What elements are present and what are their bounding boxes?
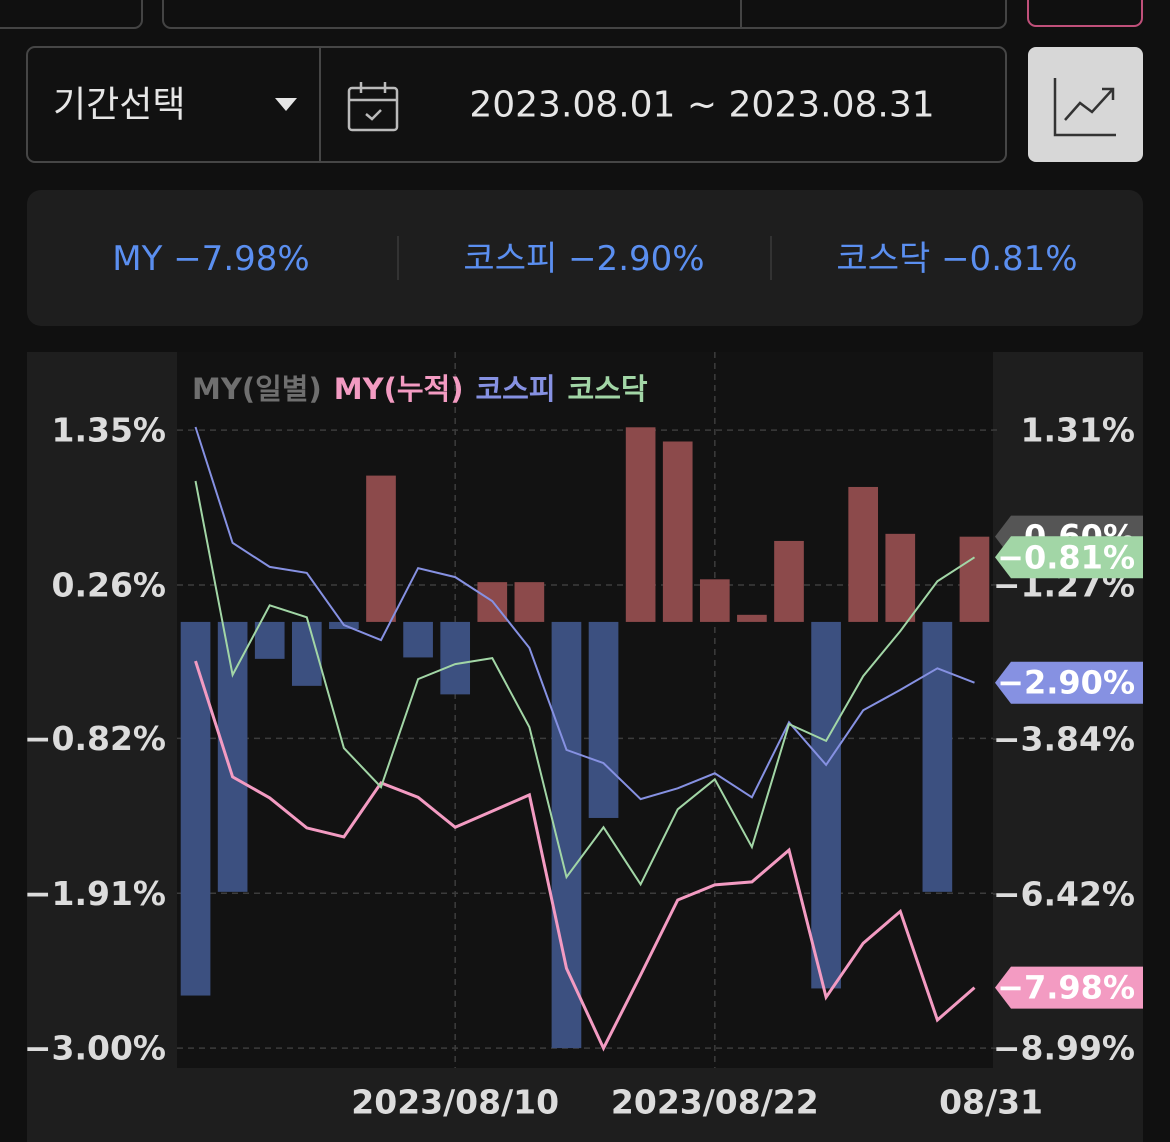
legend-entry: 코스피 [475,372,555,406]
bar [440,621,471,695]
chart-icon [1053,78,1116,137]
bar [922,621,953,892]
period-dropdown[interactable]: 기간선택 [53,85,297,126]
bar [403,621,433,658]
bar [699,579,730,622]
top-control[interactable] [0,0,143,29]
bar [848,486,879,622]
bar [625,427,656,622]
value-tag [995,536,1143,579]
value-label: −0.81% [997,538,1135,576]
bar [366,475,396,622]
y2-tick-label: −3.84% [993,720,1135,759]
bar [662,441,693,622]
bar [514,582,545,622]
calendar-icon [347,82,399,132]
y-tick-label: −3.00% [24,1029,166,1068]
dropdown-arrow [275,98,297,111]
legend-entry: 코스닥 [568,372,648,406]
summary-kospi: 코스피 −2.90% [463,239,704,279]
summary-kosdaq: 코스닥 −0.81% [836,239,1077,279]
x-tick-label: 2023/08/10 [351,1083,559,1122]
line [194,480,976,887]
summary-card [27,190,1143,326]
legend-entry: MY(누적) [334,372,464,406]
summary-my: MY −7.98% [112,239,309,279]
chart-button[interactable] [1028,47,1143,162]
date-picker[interactable]: 2023.08.01 ~ 2023.08.31 [347,82,935,132]
line [194,660,976,1052]
value-label: −2.90% [997,664,1135,702]
bar [588,621,619,818]
bar [959,536,990,622]
bar [180,621,211,996]
button-bg [1028,47,1143,162]
bar [737,614,767,622]
y2-tick-label: 1.31% [1021,411,1136,450]
y-tick-label: 1.35% [52,411,167,450]
period-box [26,46,1007,163]
legend-entry: MY(일별) [192,372,322,406]
y-tick-label: −0.82% [24,719,166,758]
bar [811,621,841,989]
value-label: −7.98% [997,969,1135,1007]
bar [217,621,248,892]
bar [774,540,804,622]
period-select: 기간선택 [53,85,185,126]
bar [885,533,916,622]
plot-area [177,352,993,1068]
y2-tick-label: −6.42% [993,874,1135,913]
y-tick-label: −1.91% [24,874,166,913]
top-control[interactable] [1027,0,1143,27]
line [194,426,975,801]
chart: 1.35%0.26%−0.82%−1.91%−3.00%1.31%−1.27%−… [24,352,1143,1122]
y-tick-label: 0.26% [52,565,167,604]
value-tag [995,966,1143,1009]
y2-tick-label: −8.99% [993,1029,1135,1068]
top-control[interactable] [162,0,1007,29]
value-tag [995,661,1143,704]
bar [254,621,285,659]
date-range: 2023.08.01 ~ 2023.08.31 [469,85,934,126]
x-tick-label: 08/31 [939,1083,1043,1122]
x-tick-label: 2023/08/22 [611,1083,819,1122]
